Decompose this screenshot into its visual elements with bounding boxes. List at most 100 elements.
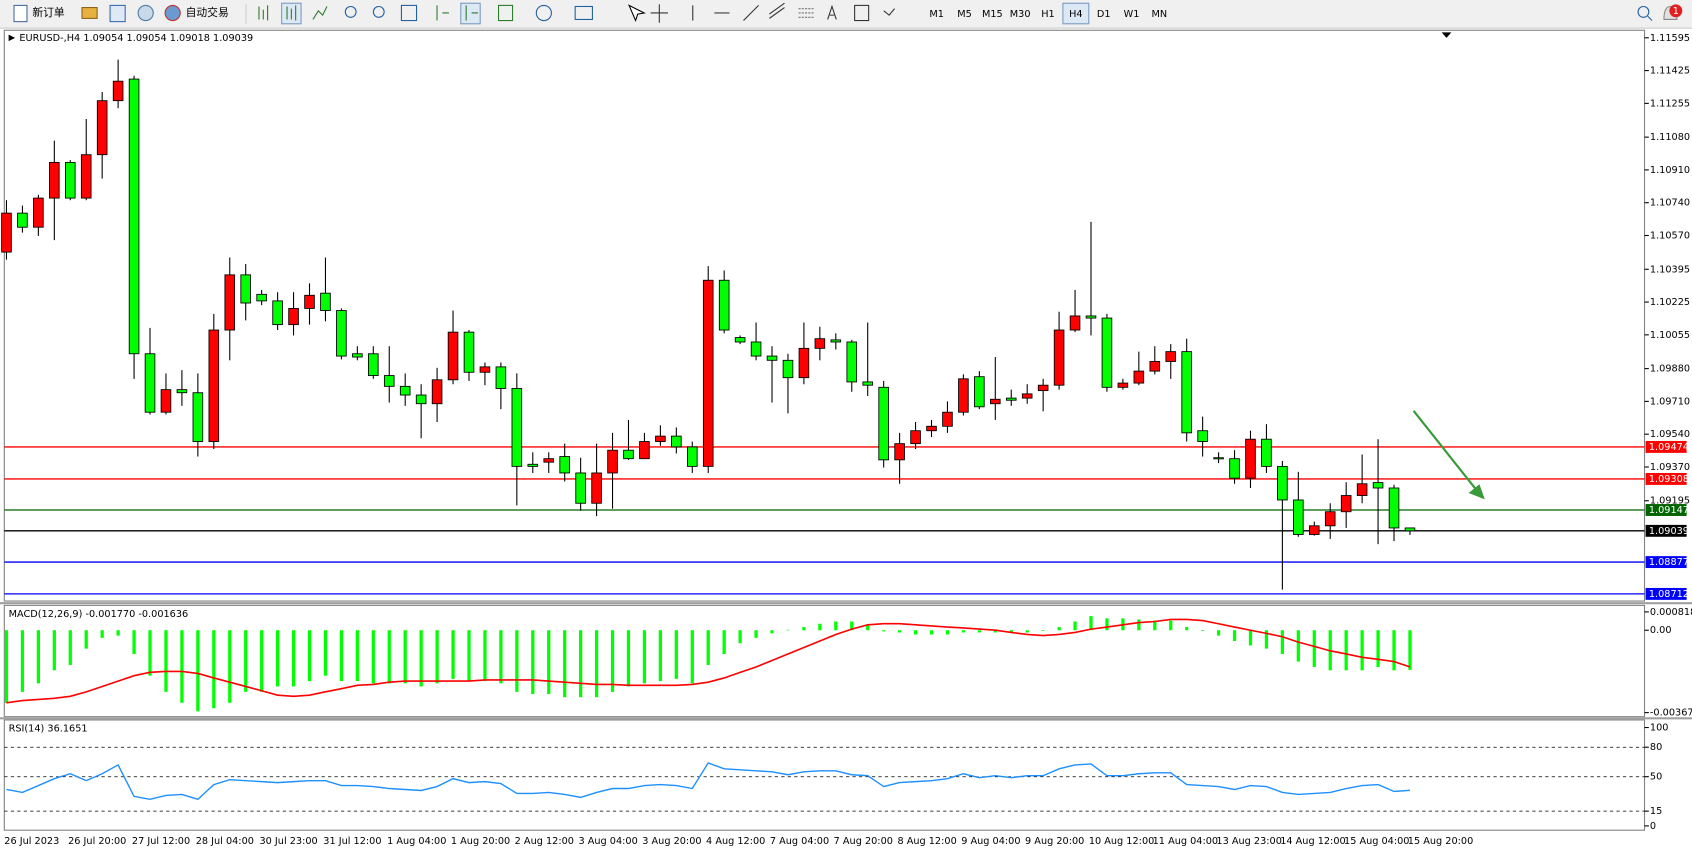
level-label: 1.09474 (1649, 442, 1689, 453)
symbol-marker (8, 34, 16, 42)
macd-bar (1360, 630, 1364, 671)
macd-bar (547, 630, 551, 695)
macd-bar (467, 630, 471, 682)
macd-bar (834, 621, 838, 631)
macd-bar (929, 630, 934, 635)
macd-bar (722, 630, 726, 654)
candle-body (1229, 458, 1240, 479)
auto-trading-button[interactable]: 自动交易 (164, 4, 229, 22)
icon[interactable] (650, 4, 668, 23)
x-tick-label: 2 Aug 12:00 (515, 836, 574, 847)
timeframe-button[interactable]: MN (1152, 9, 1168, 20)
candle-body (974, 376, 985, 408)
candle-body (846, 341, 858, 383)
y-tick-label: 1.09880 (1650, 364, 1690, 375)
y-tick-label: 0 (1650, 821, 1656, 832)
y-tick-label: 0.000818 (1650, 607, 1692, 618)
y-tick-label: 1.09540 (1650, 429, 1690, 440)
macd-bar (291, 630, 296, 687)
macd-bar (68, 630, 72, 665)
icon[interactable] (344, 5, 357, 18)
notification-count: 1 (1673, 6, 1679, 17)
macd-bar (1169, 620, 1173, 631)
macd-bar (866, 624, 870, 631)
macd-bar (1264, 630, 1269, 649)
icon (13, 4, 28, 23)
timeframe-button[interactable]: M15 (982, 9, 1003, 20)
icon[interactable] (743, 5, 759, 21)
level-label-bg (1645, 472, 1687, 485)
macd-bar (4, 630, 9, 703)
y-tick-label: 1.10395 (1650, 264, 1690, 275)
macd-bar (148, 630, 152, 676)
icon[interactable] (465, 5, 479, 21)
icon[interactable] (312, 6, 328, 20)
icon[interactable] (372, 5, 385, 18)
icon[interactable] (827, 4, 837, 20)
timeframe-button[interactable]: H4 (1069, 9, 1082, 20)
candle-body (1, 212, 12, 253)
candle-body (655, 435, 666, 442)
auto-trading-label[interactable]: 自动交易 (186, 5, 229, 19)
icon[interactable] (258, 5, 269, 21)
macd-bar (1408, 630, 1412, 670)
macd-chart: 0.000818 0.00 -0.003677 (4, 607, 1692, 719)
icon[interactable] (436, 5, 449, 21)
icon[interactable] (400, 4, 418, 22)
macd-bar (260, 630, 264, 692)
icon[interactable] (854, 4, 870, 22)
candle-body (447, 331, 459, 381)
new-order-label[interactable]: 新订单 (32, 5, 65, 19)
timeframe-button[interactable]: D1 (1097, 9, 1111, 20)
macd-bar (1041, 630, 1045, 631)
icon[interactable] (286, 5, 297, 21)
candle-body (1356, 483, 1368, 496)
icon[interactable] (81, 7, 98, 19)
macd-bar (20, 630, 25, 692)
candle-body (17, 212, 28, 228)
icon[interactable] (769, 2, 785, 19)
icon[interactable] (109, 4, 126, 23)
rsi-panel (3, 719, 1646, 831)
search-icon[interactable] (1647, 15, 1653, 21)
candle-body (830, 339, 842, 343)
icon[interactable] (798, 8, 814, 18)
candle-body (511, 388, 523, 467)
candle-body (208, 329, 220, 442)
candle-body (1069, 315, 1081, 331)
candle-body (240, 274, 251, 304)
icon[interactable] (535, 4, 552, 22)
icon[interactable] (628, 4, 646, 23)
candle-body (399, 385, 411, 396)
macd-bar (419, 630, 423, 687)
macd-bar (355, 630, 359, 682)
icon[interactable] (497, 4, 514, 22)
icon[interactable] (574, 5, 593, 20)
timeframe-button[interactable]: M30 (1010, 9, 1031, 20)
macd-bar (1312, 630, 1316, 667)
icon[interactable] (137, 4, 154, 22)
macd-bar (674, 630, 678, 679)
icon[interactable] (883, 8, 895, 16)
macd-bar (1201, 630, 1205, 631)
timeframe-button[interactable]: W1 (1124, 9, 1140, 20)
new-order-button[interactable]: 新订单 (13, 4, 65, 23)
notification-badge[interactable] (1669, 4, 1683, 18)
macd-bar (961, 630, 966, 633)
main-title: EURUSD-,H4 1.09054 1.09054 1.09018 1.090… (19, 33, 253, 44)
timeframe-button[interactable]: M5 (957, 9, 972, 20)
search-icon[interactable] (1637, 5, 1650, 18)
x-tick-label: 14 Aug 12:00 (1280, 836, 1345, 847)
candle-body (224, 274, 236, 331)
macd-bar (977, 630, 981, 633)
candle-body (415, 394, 427, 405)
timeframe-button[interactable]: H1 (1041, 9, 1054, 20)
macd-bar (275, 630, 280, 687)
candle-body (575, 472, 586, 504)
active-timeframe-box[interactable] (1062, 2, 1090, 25)
macd-bar (36, 630, 40, 684)
macd-bar (1185, 627, 1189, 631)
candle-body (894, 443, 905, 461)
timeframe-button[interactable]: M1 (929, 9, 944, 20)
